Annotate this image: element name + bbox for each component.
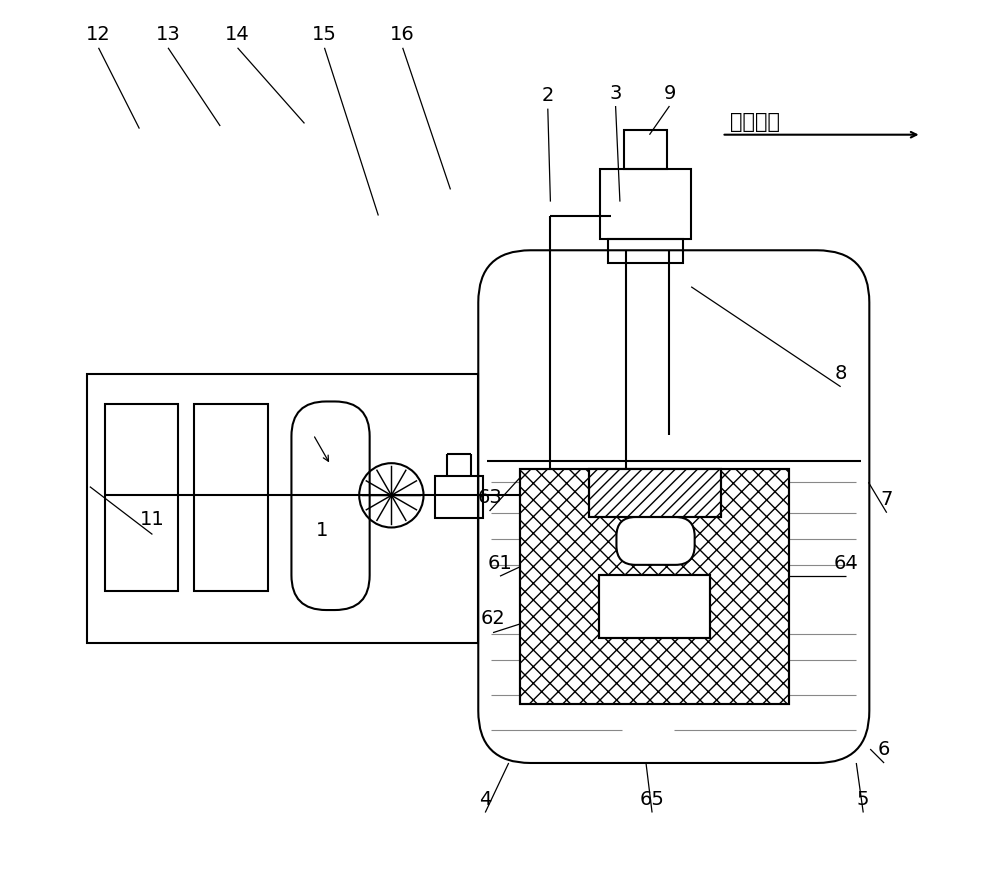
Text: 2: 2 <box>542 86 554 105</box>
Text: 9: 9 <box>663 84 676 103</box>
Text: 16: 16 <box>390 25 415 44</box>
Bar <box>599 575 710 638</box>
Text: 65: 65 <box>640 790 665 809</box>
Bar <box>194 404 268 591</box>
Text: 8: 8 <box>834 364 847 383</box>
Text: 4: 4 <box>479 790 491 809</box>
Bar <box>520 469 789 704</box>
Text: 63: 63 <box>477 488 502 507</box>
Text: 6: 6 <box>878 740 890 759</box>
Bar <box>624 130 667 169</box>
Bar <box>520 469 789 704</box>
Text: 61: 61 <box>488 554 512 573</box>
Text: 11: 11 <box>140 510 165 529</box>
Text: 14: 14 <box>225 25 250 44</box>
Text: 7: 7 <box>881 490 893 509</box>
Text: 5: 5 <box>857 790 869 809</box>
Bar <box>589 469 721 517</box>
Text: 输出氧气: 输出氧气 <box>730 111 780 132</box>
Text: 12: 12 <box>86 25 111 44</box>
Text: 62: 62 <box>481 609 505 628</box>
Bar <box>608 239 683 263</box>
Bar <box>600 169 691 239</box>
Text: 3: 3 <box>609 84 622 103</box>
Bar <box>589 469 721 517</box>
FancyBboxPatch shape <box>616 517 695 565</box>
Bar <box>435 476 483 518</box>
Text: 1: 1 <box>316 521 328 540</box>
Bar <box>87 374 478 643</box>
Bar <box>105 404 178 591</box>
Text: 13: 13 <box>156 25 180 44</box>
Bar <box>599 575 710 638</box>
Text: 15: 15 <box>312 25 337 44</box>
Text: 64: 64 <box>833 554 858 573</box>
